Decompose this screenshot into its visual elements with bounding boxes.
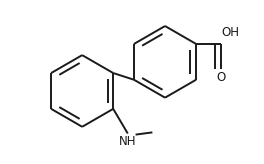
Text: NH: NH (119, 135, 136, 148)
Text: OH: OH (222, 26, 240, 40)
Text: O: O (216, 71, 225, 84)
